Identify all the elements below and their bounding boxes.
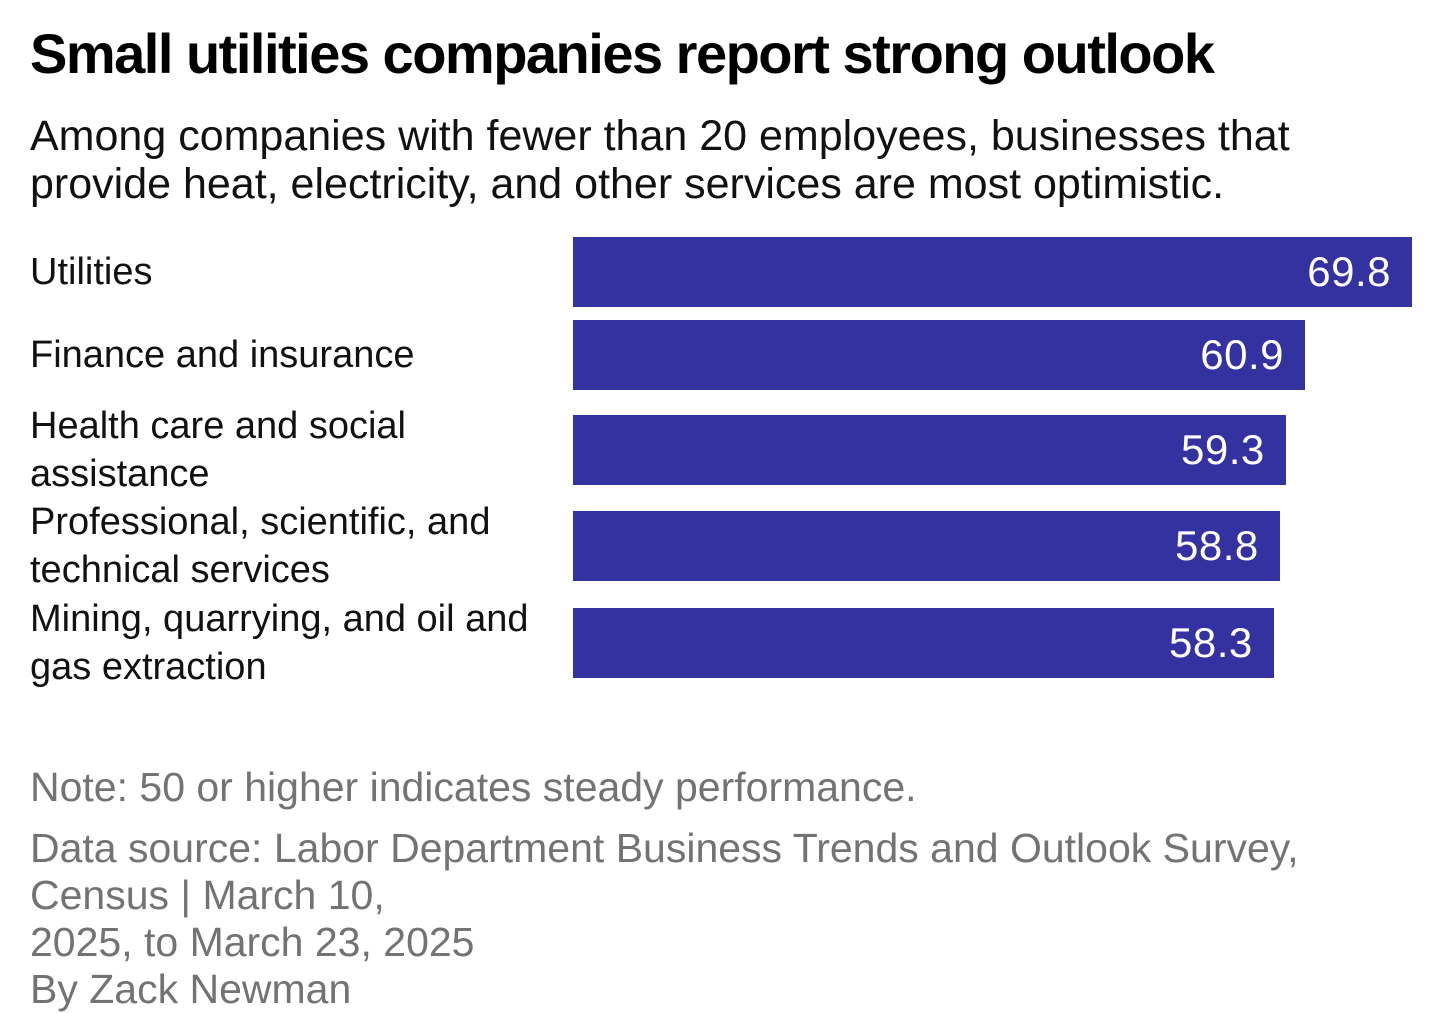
- bar-row: Health care and social assistance 59.3: [30, 405, 1412, 495]
- chart-footer: Note: 50 or higher indicates steady perf…: [30, 764, 1412, 1013]
- bar-track: 60.9: [573, 320, 1412, 390]
- bar: 59.3: [573, 415, 1286, 485]
- category-label: Professional, scientific, and technical s…: [30, 498, 573, 594]
- bar: 58.3: [573, 608, 1274, 678]
- bar-row: Finance and insurance 60.9: [30, 320, 1412, 390]
- value-label: 58.3: [1169, 619, 1253, 666]
- byline: By Zack Newman: [30, 966, 352, 1012]
- category-label-line: gas extraction: [30, 646, 267, 688]
- bar-row: Mining, quarrying, and oil and gas extrac…: [30, 598, 1412, 688]
- chart-subtitle: Among companies with fewer than 20 emplo…: [30, 112, 1412, 208]
- value-label: 69.8: [1307, 248, 1391, 295]
- chart-subtitle-line: Among companies with fewer than 20 emplo…: [30, 112, 1290, 160]
- category-label: Utilities: [30, 248, 573, 296]
- category-label: Mining, quarrying, and oil and gas extrac…: [30, 595, 573, 691]
- category-label-line: assistance: [30, 453, 210, 495]
- bar-track: 58.8: [573, 511, 1412, 581]
- bar: 58.8: [573, 511, 1280, 581]
- category-label-line: Mining, quarrying, and oil and: [30, 598, 529, 640]
- data-source-line: 2025, to March 23, 2025: [30, 919, 475, 965]
- bar: 60.9: [573, 320, 1306, 390]
- bar-chart: Utilities 69.8 Finance and insurance 60.9 He…: [30, 237, 1412, 688]
- value-label: 58.8: [1175, 522, 1259, 569]
- category-label: Finance and insurance: [30, 331, 573, 379]
- value-label: 59.3: [1181, 426, 1265, 473]
- bar-track: 58.3: [573, 608, 1412, 678]
- category-label-line: Utilities: [30, 251, 153, 293]
- bar-track: 69.8: [573, 237, 1412, 307]
- value-label: 60.9: [1200, 331, 1285, 378]
- bar-row: Professional, scientific, and technical s…: [30, 501, 1412, 591]
- category-label-line: Finance and insurance: [30, 334, 415, 376]
- category-label-line: Health care and social: [30, 405, 406, 447]
- category-label-line: Professional, scientific, and: [30, 501, 491, 543]
- page-title: Small utilities companies report strong …: [30, 22, 1215, 85]
- bar-row: Utilities 69.8: [30, 237, 1412, 307]
- chart-note: Note: 50 or higher indicates steady perf…: [30, 764, 917, 810]
- category-label: Health care and social assistance: [30, 402, 573, 498]
- data-source: Data source: Labor Department Business T…: [30, 825, 1412, 966]
- bar-track: 59.3: [573, 415, 1412, 485]
- category-label-line: technical services: [30, 549, 330, 591]
- data-source-line: Data source: Labor Department Business T…: [30, 825, 1299, 918]
- bar: 69.8: [573, 237, 1412, 307]
- chart-subtitle-line: provide heat, electricity, and other ser…: [30, 160, 1225, 208]
